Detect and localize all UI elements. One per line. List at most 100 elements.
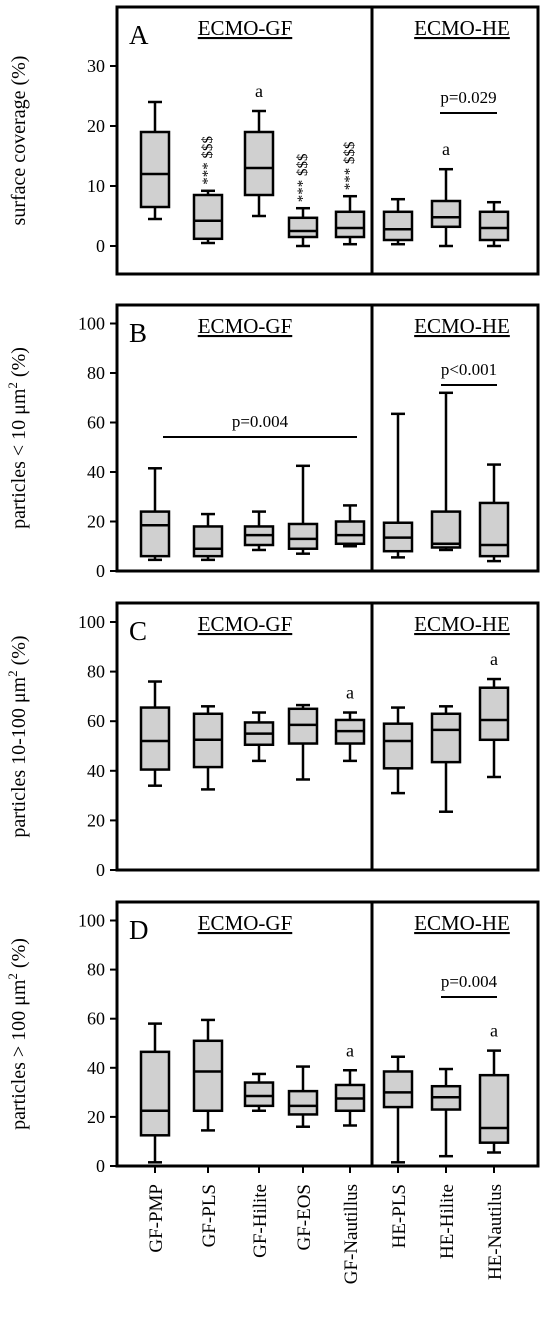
annotation-a: a — [490, 1021, 498, 1041]
group-header: ECMO-GF — [198, 911, 293, 935]
group-header: ECMO-HE — [414, 16, 510, 40]
box-iqr — [139, 510, 171, 558]
y-tick-label: 100 — [78, 314, 105, 334]
y-tick-label: 60 — [87, 711, 105, 731]
panel-letter: C — [129, 616, 147, 646]
y-tick-label: 0 — [96, 561, 105, 581]
panel-letter: A — [129, 20, 149, 50]
box-gf-hilite — [243, 510, 275, 552]
y-tick-label: 40 — [87, 1058, 105, 1078]
annotation-significance: *** $$$ — [342, 141, 358, 190]
box-gf-pmp — [139, 467, 171, 562]
group-header: ECMO-GF — [198, 314, 293, 338]
comparison-label: p<0.001 — [441, 360, 497, 379]
comparison-label: p=0.004 — [232, 412, 289, 431]
x-category-label: GF-EOS — [294, 1184, 315, 1251]
box-he-hilite: a — [430, 139, 462, 248]
y-tick-label: 100 — [78, 612, 105, 632]
annotation-significance: *** $$$ — [200, 136, 216, 185]
box-he-pls — [382, 197, 414, 246]
box-he-nautilus — [478, 200, 510, 248]
box-iqr — [243, 130, 275, 197]
box-he-nautilus — [478, 463, 510, 563]
box-he-hilite — [430, 1067, 462, 1158]
y-tick-label: 20 — [87, 810, 105, 830]
y-tick-label: 0 — [96, 1156, 105, 1176]
panel-b: B ECMO-GF ECMO-HE 0 20 40 60 80 100 particles < 1… — [5, 303, 540, 581]
y-tick-label: 30 — [87, 56, 105, 76]
box-gf-pmp — [139, 100, 171, 221]
box-gf-nautillus: *** $$$ — [334, 141, 366, 246]
y-tick-label: 40 — [87, 761, 105, 781]
box-iqr — [139, 1050, 171, 1137]
comparison-label: p=0.004 — [441, 972, 498, 991]
box-gf-pmp — [139, 680, 171, 787]
group-header: ECMO-GF — [198, 16, 293, 40]
x-category-label: HE-PLS — [389, 1184, 410, 1248]
y-axis-label: particles 10-100 μm2 (%) — [5, 635, 30, 837]
y-axis-label-text: particles < 10 μm — [8, 388, 30, 529]
box-gf-eos: *** $$$ — [287, 153, 319, 248]
box-gf-nautillus — [334, 504, 366, 548]
panel-a: A ECMO-GF ECMO-HE 0 10 20 30 surface coverage (… — [8, 5, 540, 276]
y-tick-label: 80 — [87, 363, 105, 383]
panel-frame — [115, 5, 540, 276]
annotation-a: a — [346, 1040, 354, 1060]
box-iqr — [139, 706, 171, 771]
box-he-pls — [382, 412, 414, 559]
y-axis-label-suffix: (%) — [8, 635, 30, 670]
panel-frame — [115, 900, 540, 1168]
x-category-label: GF-PLS — [199, 1184, 220, 1247]
box-gf-nautillus: a — [334, 1040, 366, 1127]
panel-c: C ECMO-GF ECMO-HE 0 20 40 60 80 100 particles 10-… — [5, 601, 540, 880]
y-axis-label-text: surface coverage (%) — [8, 56, 30, 226]
y-axis-label-suffix: (%) — [8, 938, 30, 973]
x-category-label: GF-Hilite — [250, 1184, 271, 1258]
annotation-a: a — [346, 683, 354, 703]
box-iqr — [430, 199, 462, 229]
y-tick-label: 100 — [78, 911, 105, 931]
y-tick-label: 0 — [96, 860, 105, 880]
box-iqr — [382, 210, 414, 242]
y-tick-label: 80 — [87, 662, 105, 682]
group-header: ECMO-GF — [198, 612, 293, 636]
box-he-pls — [382, 1055, 414, 1164]
box-gf-pls — [192, 512, 224, 562]
group-header: ECMO-HE — [414, 314, 510, 338]
box-iqr — [192, 525, 224, 558]
box-iqr — [382, 1070, 414, 1109]
y-axis-label-superscript: 2 — [5, 382, 20, 389]
box-iqr — [478, 686, 510, 742]
x-category-label: HE-Nautilus — [485, 1184, 506, 1280]
y-tick-label: 40 — [87, 462, 105, 482]
box-gf-eos — [287, 703, 319, 781]
panel-d: D ECMO-GF ECMO-HE 0 20 40 60 80 100 particles > 1… — [5, 900, 540, 1176]
box-iqr — [334, 520, 366, 546]
annotation-a: a — [255, 81, 263, 101]
box-he-nautilus: a — [478, 1021, 510, 1154]
y-axis-label-text: particles > 100 μm — [8, 979, 30, 1130]
box-gf-pls — [192, 705, 224, 791]
y-axis-label-superscript: 2 — [5, 973, 20, 980]
panel-frame — [115, 601, 540, 872]
box-gf-hilite — [243, 711, 275, 763]
box-iqr — [243, 1081, 275, 1108]
box-he-nautilus: a — [478, 649, 510, 779]
box-gf-hilite: a — [243, 81, 275, 218]
box-he-pls — [382, 706, 414, 795]
x-category-label: GF-PMP — [146, 1184, 167, 1253]
y-axis-label-superscript: 2 — [5, 670, 20, 677]
box-iqr — [287, 1089, 319, 1116]
y-tick-label: 20 — [87, 512, 105, 532]
group-header: ECMO-HE — [414, 612, 510, 636]
y-tick-label: 60 — [87, 413, 105, 433]
group-header: ECMO-HE — [414, 911, 510, 935]
box-iqr — [287, 216, 319, 239]
y-axis-label-suffix: (%) — [8, 347, 30, 382]
y-tick-label: 0 — [96, 236, 105, 256]
box-he-hilite — [430, 705, 462, 813]
box-gf-pls — [192, 1018, 224, 1132]
y-tick-label: 10 — [87, 176, 105, 196]
box-gf-pls: *** $$$ — [192, 136, 224, 245]
